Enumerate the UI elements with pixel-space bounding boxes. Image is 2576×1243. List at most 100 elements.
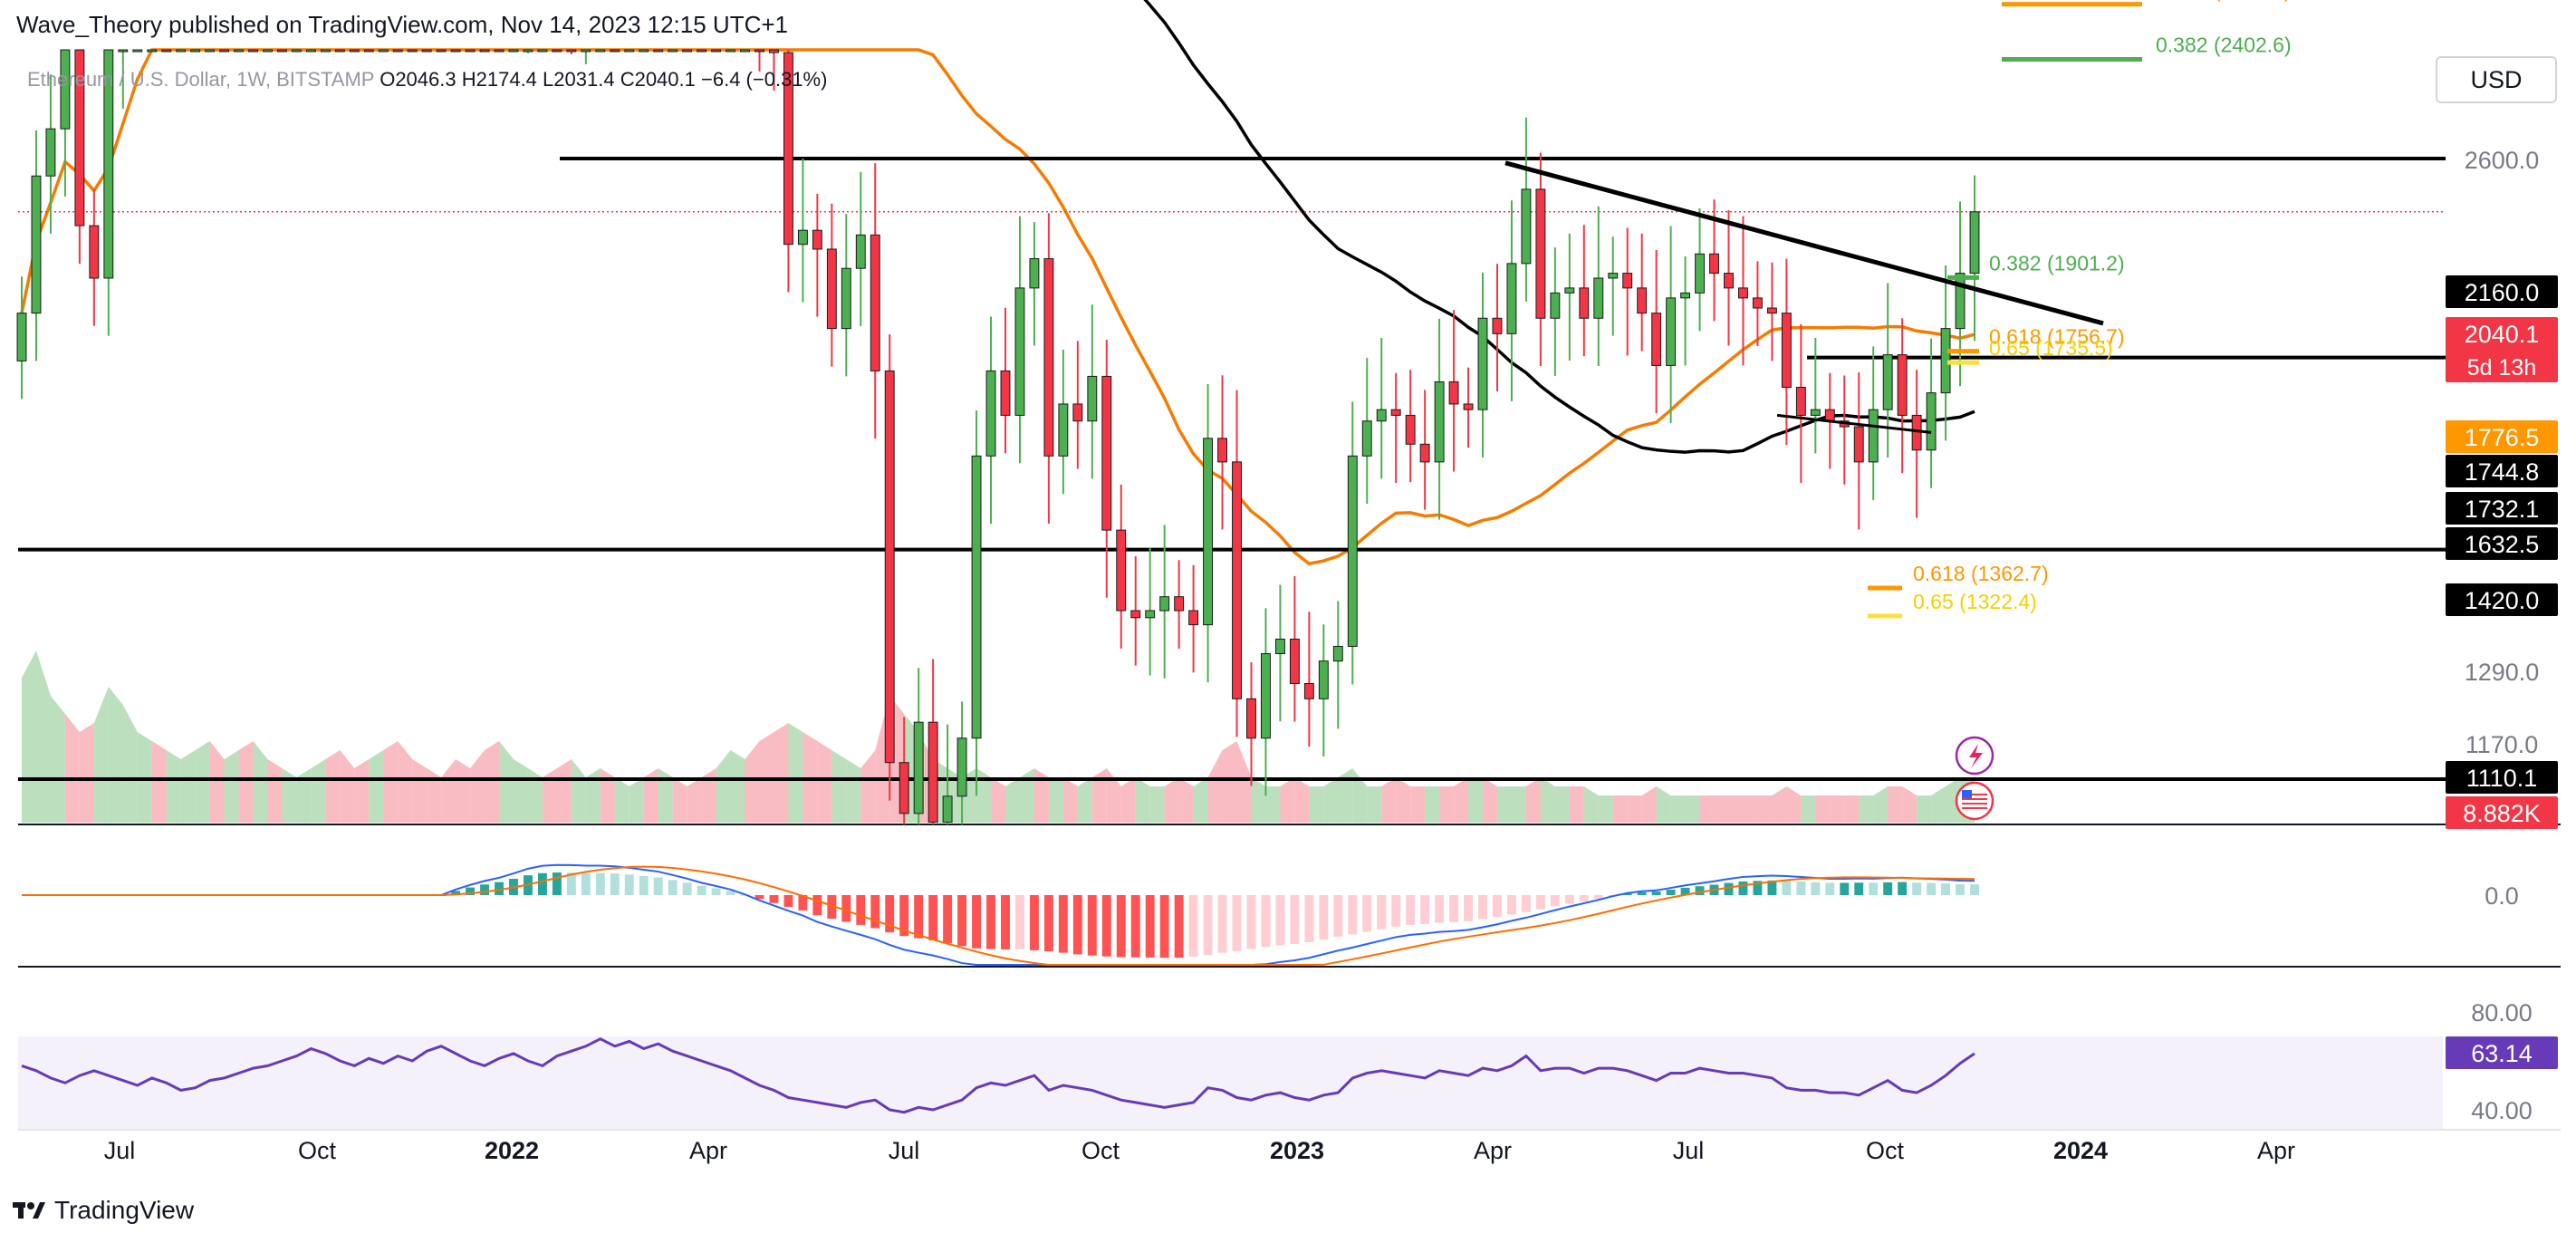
volume-bar [1352, 768, 1368, 823]
macd-histogram-bar [1493, 895, 1502, 918]
volume-bar [427, 768, 442, 823]
bearish-candle [899, 762, 909, 814]
bullish-candle [1203, 438, 1214, 626]
macd-histogram-bar [1043, 895, 1053, 952]
macd-histogram-bar [1261, 895, 1271, 948]
macd-histogram-bar [1927, 882, 1937, 895]
macd-histogram-bar [1275, 895, 1285, 946]
bullish-candle [1521, 188, 1532, 265]
volume-bar [1641, 786, 1657, 823]
volume-bar [831, 750, 847, 823]
volume-bar [1743, 795, 1758, 823]
bearish-candle [1217, 438, 1227, 463]
bullish-candle [1695, 253, 1706, 294]
macd-histogram-bar [711, 888, 721, 895]
volume-bar [267, 759, 283, 823]
macd-histogram-bar [697, 885, 706, 895]
currency-button[interactable]: USD [2436, 56, 2557, 103]
bullish-candle [60, 49, 71, 130]
macd-histogram-bar [914, 895, 924, 939]
volume-bar [1757, 795, 1773, 823]
bullish-candle [942, 795, 953, 824]
volume-bar [499, 741, 514, 823]
volume-bar [1656, 786, 1671, 823]
macd-histogram-bar [566, 872, 576, 895]
x-axis-tick: Jul [1673, 1137, 1705, 1164]
bearish-candle [407, 49, 418, 53]
macd-histogram-bar [1811, 882, 1821, 895]
bearish-candle [1289, 638, 1300, 684]
tradingview-logo-icon [13, 1202, 45, 1219]
x-axis-tick: Oct [1866, 1137, 1905, 1164]
bearish-candle [363, 49, 374, 53]
price-axis-tick: 1290.0 [2465, 659, 2540, 686]
volume-bar [1540, 777, 1555, 823]
bearish-candle [1405, 414, 1416, 445]
bearish-candle [610, 49, 620, 53]
volume-bar [1699, 795, 1715, 823]
macd-histogram-bar [1883, 882, 1893, 895]
macd-histogram-bar [581, 872, 591, 895]
volume-bar [1149, 786, 1165, 823]
macd-histogram-bar [1420, 895, 1430, 924]
volume-bar [151, 741, 167, 823]
macd-histogram-bar [943, 895, 953, 943]
bearish-candle [1781, 313, 1792, 389]
bearish-candle [928, 721, 938, 824]
x-axis-tick: Oct [298, 1137, 337, 1164]
rsi-axis-tick: 80.00 [2471, 999, 2533, 1026]
x-axis-tick: Jul [104, 1137, 136, 1164]
volume-bar [701, 768, 716, 823]
flag-canton [1962, 790, 1972, 798]
bullish-candle [147, 49, 158, 53]
bearish-candle [349, 49, 360, 53]
volume-bar [658, 768, 673, 823]
bullish-candle [1882, 354, 1893, 410]
macd-histogram-bar [1304, 895, 1314, 942]
x-axis-tick: Jul [889, 1137, 920, 1164]
bearish-candle [1246, 698, 1256, 739]
macd-histogram-bar [1695, 886, 1705, 895]
volume-bar [860, 750, 876, 823]
bullish-candle [31, 175, 42, 314]
bullish-candle [1969, 211, 1980, 275]
footer-brand[interactable]: TradingView [13, 1192, 194, 1229]
volume-bar [1439, 786, 1455, 823]
bearish-candle [566, 49, 577, 53]
bullish-candle [956, 737, 967, 797]
bullish-candle [1955, 273, 1966, 330]
macd-histogram-bar [1449, 895, 1459, 922]
price-label-tag [2446, 317, 2558, 382]
bearish-candle [826, 248, 837, 330]
publisher-line: Wave_Theory published on TradingView.com… [16, 11, 788, 38]
legend-part: O2046.3 [380, 68, 456, 91]
ema-50-line [20, 48, 1975, 566]
volume-bar [1496, 786, 1512, 823]
macd-histogram-bar [1521, 895, 1531, 912]
volume-bar [846, 759, 861, 823]
bullish-candle [1261, 653, 1271, 739]
macd-histogram-bar [1637, 891, 1647, 895]
volume-bar [1598, 795, 1613, 823]
bullish-candle [118, 49, 129, 53]
bullish-candle [1593, 277, 1604, 319]
legend-part: Ethereum / U.S. Dollar, 1W, BITSTAMP [27, 68, 374, 91]
x-axis-tick: 2024 [2053, 1137, 2108, 1164]
legend-part: −6.4 (−0.31%) [701, 68, 827, 91]
price-label-tag [2446, 455, 2558, 487]
bearish-candle [1622, 273, 1633, 289]
price-label-text: 2040.1 [2465, 321, 2540, 348]
bearish-candle [783, 52, 793, 246]
macd-histogram-bar [972, 895, 981, 949]
fib-level-label: 0.65 (1322.4) [1913, 590, 2037, 613]
macd-histogram-bar [1506, 895, 1516, 915]
macd-histogram-bar [1651, 891, 1661, 895]
bullish-candle [234, 49, 245, 53]
bearish-candle [812, 229, 822, 250]
bullish-candle [1145, 610, 1156, 619]
volume-bar [1425, 786, 1440, 823]
bullish-candle [1087, 375, 1098, 422]
bearish-candle [1232, 461, 1242, 699]
macd-histogram-bar [1478, 895, 1487, 920]
